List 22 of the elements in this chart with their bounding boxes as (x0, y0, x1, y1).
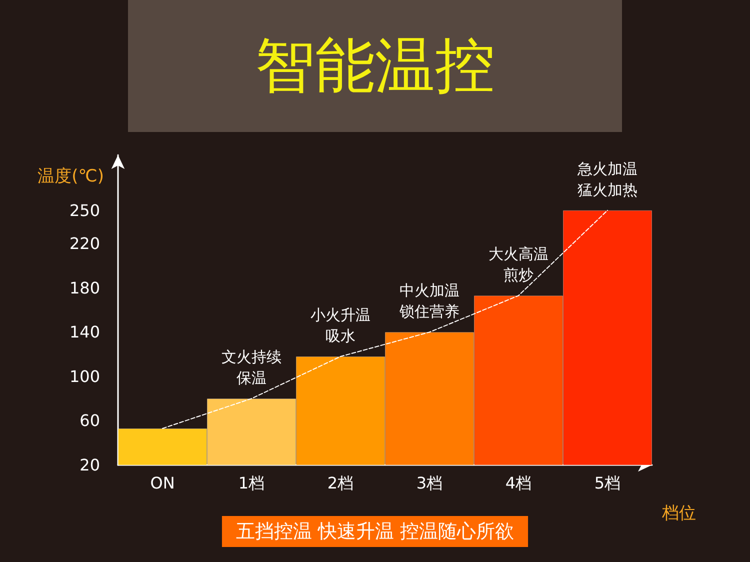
text: 五挡控温 快速升温 控温随心所欲 (236, 520, 514, 542)
y-axis-title: 温度(℃) (38, 166, 104, 186)
x-axis-title: 档位 (661, 504, 696, 524)
annotation: 文火持续保温 (222, 348, 282, 388)
annotation: 中火加温锁住营养 (398, 282, 460, 321)
x-tick-label: 3档 (416, 474, 443, 492)
y-tick-label: 140 (69, 322, 100, 342)
y-tick-label: 100 (69, 366, 100, 386)
y-tick-label: 180 (69, 278, 100, 298)
y-tick-label: 220 (69, 234, 100, 254)
annotation: 大火高温煎炒 (488, 245, 548, 284)
y-tick-label: 60 (80, 411, 100, 430)
x-tick-label: ON (150, 474, 175, 492)
y-tick-label: 20 (80, 456, 100, 474)
x-tick-label: 2档 (327, 474, 354, 492)
x-tick-label: 4档 (505, 474, 532, 492)
annotation: 小火升温吸水 (310, 306, 370, 345)
y-tick-label: 250 (69, 200, 100, 220)
chart-title: 智能温控 (255, 31, 495, 101)
annotation: 急火加温猛火加热 (576, 160, 638, 199)
x-tick-label: 1档 (238, 474, 265, 492)
x-tick-label: 5档 (594, 474, 621, 492)
